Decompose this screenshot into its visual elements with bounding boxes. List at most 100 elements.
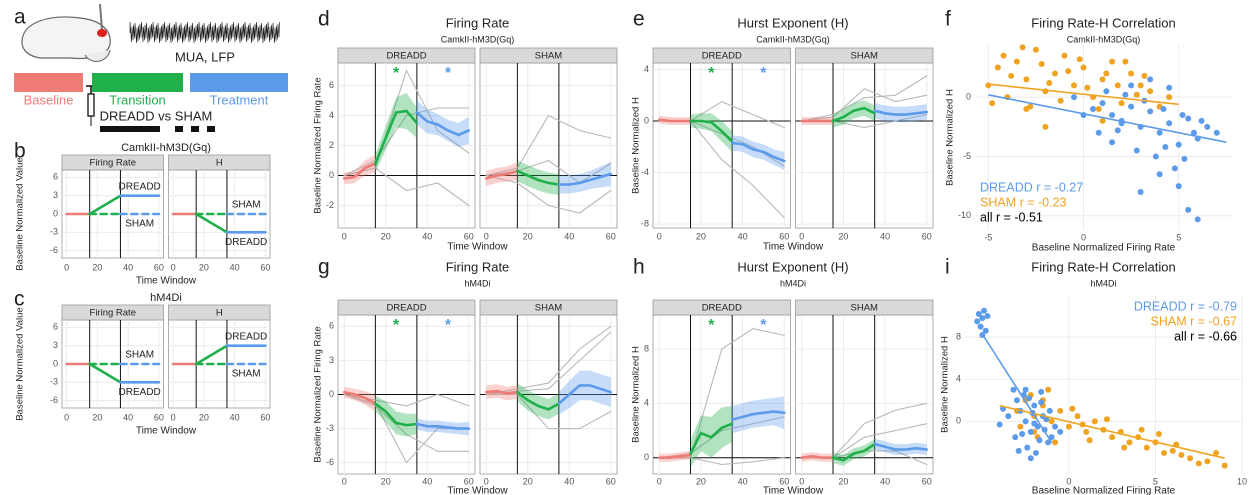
scatter-point bbox=[1045, 386, 1052, 393]
y-axis-label: Baseline Normalized H bbox=[631, 97, 642, 194]
correlation-label: DREADD r = -0.79 bbox=[1134, 299, 1237, 313]
scatter-point bbox=[1023, 106, 1030, 113]
x-tick-label: 0 bbox=[657, 476, 662, 486]
scatter-point bbox=[1103, 88, 1110, 95]
error-ribbon bbox=[690, 113, 733, 152]
y-tick-label: 8 bbox=[644, 343, 649, 353]
panel-label: c bbox=[14, 288, 25, 311]
chart-subtitle: CamkII-hM3D(Gq) bbox=[1067, 34, 1141, 44]
x-tick-label: 0 bbox=[64, 412, 69, 422]
scatter-point bbox=[1166, 84, 1173, 91]
scatter-point bbox=[1190, 129, 1197, 136]
plot-area bbox=[965, 295, 1242, 474]
error-ribbon bbox=[558, 162, 611, 194]
x-tick-label: 40 bbox=[230, 412, 240, 422]
y-tick-label: -10 bbox=[958, 210, 971, 220]
y-tick-label: 4 bbox=[956, 374, 961, 384]
panel-label: f bbox=[945, 8, 951, 31]
scatter-point bbox=[1109, 58, 1116, 65]
x-tick-label: 0 bbox=[484, 231, 489, 241]
scatter-point bbox=[1179, 111, 1186, 118]
x-tick-label: 0 bbox=[1081, 232, 1086, 242]
electrode bbox=[99, 3, 103, 31]
significance-marker: * bbox=[445, 65, 452, 82]
scatter-point bbox=[1133, 91, 1140, 98]
chart-title: Firing Rate-H Correlation bbox=[1031, 15, 1176, 30]
x-tick-label: 60 bbox=[606, 476, 616, 486]
scatter-point bbox=[1048, 418, 1055, 425]
x-tick-label: 60 bbox=[464, 476, 474, 486]
x-tick-label: 60 bbox=[922, 231, 932, 241]
facet-strip bbox=[337, 47, 476, 64]
y-tick-label: 6 bbox=[329, 80, 334, 90]
y-tick-label: -6 bbox=[326, 457, 334, 467]
scatter-point bbox=[1061, 52, 1068, 59]
facet-label: H bbox=[216, 158, 223, 169]
scatter-point bbox=[1069, 405, 1076, 412]
y-tick-label: 3 bbox=[53, 190, 58, 200]
facet-label: SHAM bbox=[535, 51, 563, 62]
scatter-point bbox=[1000, 52, 1007, 59]
scatter-point bbox=[979, 315, 986, 322]
chart-title: Firing Rate-H Correlation bbox=[1031, 259, 1176, 274]
facet-label: DREADD bbox=[702, 303, 742, 314]
y-tick-label: -2 bbox=[326, 200, 334, 210]
mean-line bbox=[88, 362, 122, 384]
scatter-point bbox=[1022, 418, 1029, 425]
scatter-point bbox=[1017, 423, 1024, 430]
chart-subtitle: CamkII-hM3D(Gq) bbox=[756, 34, 830, 44]
facet-label: DREADD bbox=[386, 303, 426, 314]
chart-title: Hurst Exponent (H) bbox=[737, 259, 848, 274]
facet-strip bbox=[168, 304, 271, 321]
syringe-barrel bbox=[87, 93, 95, 117]
y-tick-label: 0 bbox=[53, 358, 58, 368]
chart-subtitle: CamkII-hM3D(Gq) bbox=[441, 34, 515, 44]
condition-label: SHAM bbox=[125, 350, 154, 361]
error-ribbon bbox=[517, 160, 559, 195]
facet-panel bbox=[795, 314, 934, 475]
scatter-point bbox=[1122, 91, 1129, 98]
mean-line bbox=[658, 453, 692, 459]
scatter-point bbox=[1122, 58, 1129, 65]
syringe-icon bbox=[86, 85, 96, 126]
scatter-point bbox=[1166, 120, 1173, 127]
scatter-point bbox=[1012, 434, 1019, 441]
mean-line bbox=[374, 402, 419, 427]
panel-label: d bbox=[318, 8, 330, 31]
scatter-point bbox=[1046, 407, 1053, 414]
scatter-point bbox=[1162, 143, 1169, 150]
x-tick-label: 40 bbox=[230, 262, 240, 272]
scatter-point bbox=[1181, 155, 1188, 162]
signal-path bbox=[129, 21, 280, 44]
condition-label: SHAM bbox=[232, 369, 261, 380]
scatter-point bbox=[1057, 428, 1064, 435]
x-tick-label: 5 bbox=[1153, 476, 1158, 486]
mean-line bbox=[342, 162, 377, 180]
x-tick-label: 60 bbox=[779, 476, 789, 486]
x-tick-label: 0 bbox=[799, 476, 804, 486]
scatter-point bbox=[1175, 141, 1182, 148]
scatter-point bbox=[1057, 407, 1064, 414]
scatter-point bbox=[1010, 386, 1017, 393]
scatter-point bbox=[1138, 426, 1145, 433]
facet-label: SHAM bbox=[851, 303, 879, 314]
y-tick-label: -6 bbox=[50, 395, 58, 405]
animal-trace bbox=[343, 107, 470, 177]
facet-label: Firing Rate bbox=[90, 308, 136, 319]
signal-trace bbox=[129, 21, 280, 44]
mean-line bbox=[557, 172, 613, 186]
chart-title: Firing Rate bbox=[446, 259, 510, 274]
panel-label: b bbox=[14, 140, 26, 163]
facet-label: DREADD bbox=[702, 51, 742, 62]
scatter-point bbox=[1005, 413, 1012, 420]
scatter-point bbox=[996, 421, 1003, 428]
scatter-point bbox=[1185, 115, 1192, 122]
scatter-point bbox=[1185, 206, 1192, 213]
scatter-point bbox=[1008, 72, 1015, 79]
sham-bar bbox=[175, 126, 183, 132]
scatter-point bbox=[1026, 395, 1033, 402]
scatter-point bbox=[1178, 452, 1185, 459]
mean-line bbox=[342, 390, 377, 405]
fit-line bbox=[981, 333, 1053, 443]
y-tick-label: 6 bbox=[53, 322, 58, 332]
